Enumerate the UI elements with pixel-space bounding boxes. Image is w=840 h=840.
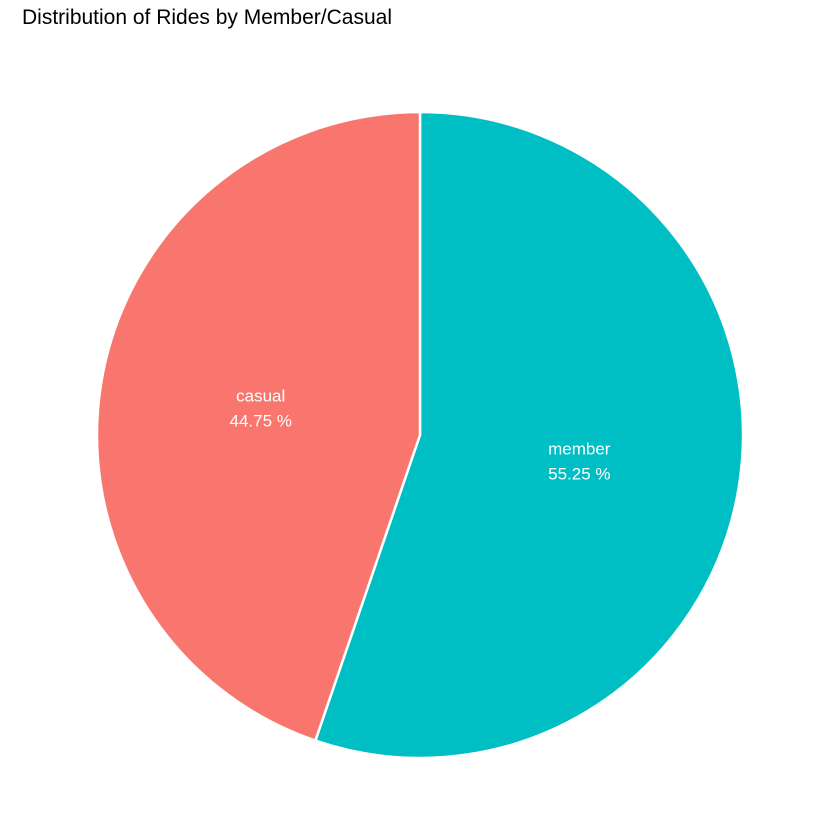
slice-category-label-casual: casual <box>236 386 285 405</box>
pie-labels: member 55.25 % casual 44.75 % <box>229 386 610 483</box>
slice-percent-label-member: 55.25 % <box>548 465 610 484</box>
pie-slice-casual <box>95 110 422 742</box>
slice-percent-label-casual: 44.75 % <box>229 411 291 430</box>
slice-category-label-member: member <box>548 440 611 459</box>
pie-slice-member <box>314 110 745 760</box>
chart-title: Distribution of Rides by Member/Casual <box>22 6 392 29</box>
pie-slices <box>95 110 745 760</box>
